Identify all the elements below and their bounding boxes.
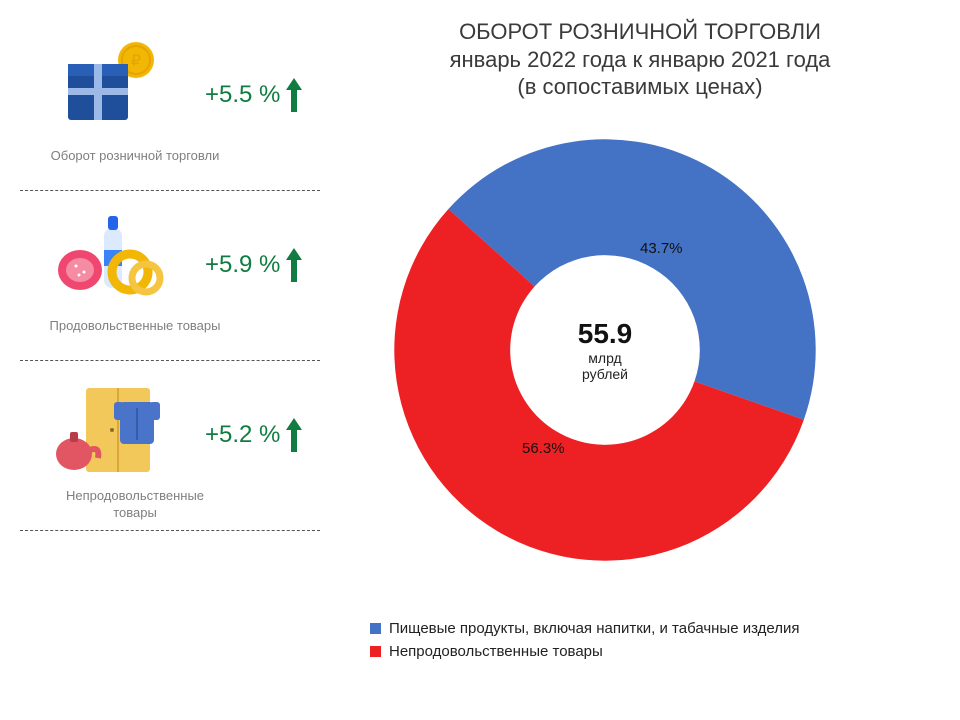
donut-center-unit-2: рублей [578, 366, 633, 382]
legend-item-1: Непродовольственные товары [370, 643, 800, 660]
stat-value-food: +5.9 % [205, 248, 302, 282]
food-icon [50, 210, 170, 310]
title-line-1: ОБОРОТ РОЗНИЧНОЙ ТОРГОВЛИ [340, 18, 940, 46]
stat-value-nonfood: +5.2 % [205, 418, 302, 452]
up-arrow-icon [286, 418, 302, 452]
donut-center-unit-1: млрд [578, 350, 633, 366]
legend-item-0: Пищевые продукты, включая напитки, и таб… [370, 620, 800, 637]
retail-box-icon: ₽ [50, 40, 170, 140]
stat-row-food: +5.9 % Продовольственные товары [20, 210, 340, 380]
stat-value-retail: +5.5 % [205, 78, 302, 112]
stat-label-food: Продовольственные товары [20, 318, 250, 335]
stats-column: ₽ +5.5 % Оборот розничной торговли [20, 40, 340, 550]
stat-value-text: +5.5 % [205, 81, 280, 109]
stat-value-text: +5.9 % [205, 251, 280, 279]
page-title: ОБОРОТ РОЗНИЧНОЙ ТОРГОВЛИ январь 2022 го… [340, 18, 940, 101]
legend-text-1: Непродовольственные товары [389, 643, 603, 660]
separator [20, 530, 320, 531]
stat-row-retail: ₽ +5.5 % Оборот розничной торговли [20, 40, 340, 210]
stat-label-retail: Оборот розничной торговли [20, 148, 250, 165]
legend-text-0: Пищевые продукты, включая напитки, и таб… [389, 620, 800, 637]
separator [20, 360, 320, 361]
donut-pct-label-1: 56.3% [522, 440, 565, 457]
donut-pct-label-0: 43.7% [640, 240, 683, 257]
legend-swatch-1 [370, 646, 381, 657]
up-arrow-icon [286, 248, 302, 282]
separator [20, 190, 320, 191]
legend-swatch-0 [370, 623, 381, 634]
title-line-2: январь 2022 года к январю 2021 года [340, 46, 940, 74]
up-arrow-icon [286, 78, 302, 112]
stat-row-nonfood: +5.2 % Непродовольственные товары [20, 380, 340, 550]
donut-center-value: 55.9 [578, 318, 633, 350]
svg-text:₽: ₽ [131, 53, 141, 70]
nonfood-icon [50, 380, 170, 480]
stat-label-nonfood: Непродовольственные товары [20, 488, 250, 522]
donut-chart: 55.9 млрд рублей 43.7% 56.3% [390, 135, 820, 565]
title-line-3: (в сопоставимых ценах) [340, 73, 940, 101]
legend: Пищевые продукты, включая напитки, и таб… [370, 620, 800, 666]
stat-value-text: +5.2 % [205, 421, 280, 449]
donut-center: 55.9 млрд рублей [578, 318, 633, 382]
